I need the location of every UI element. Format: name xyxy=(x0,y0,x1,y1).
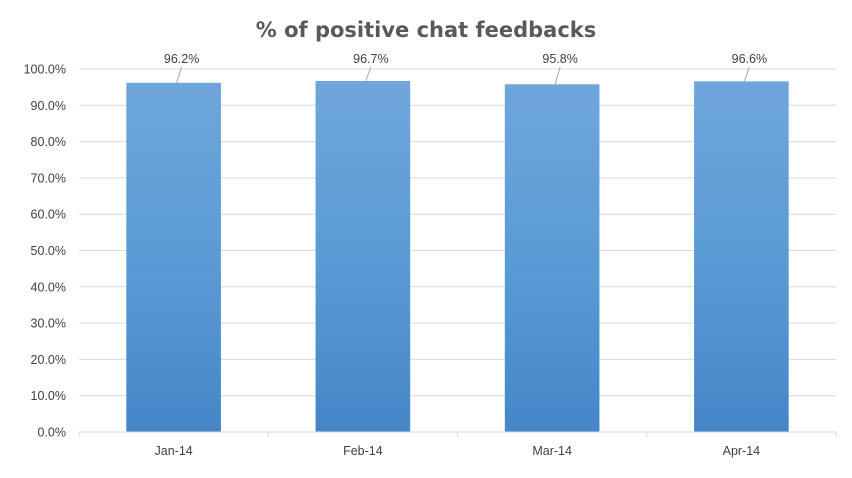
data-label-leader xyxy=(554,66,561,85)
y-tick-label: 60.0% xyxy=(31,208,66,222)
bars xyxy=(126,80,789,432)
data-label-leader xyxy=(365,66,372,82)
y-tick-label: 40.0% xyxy=(31,280,66,294)
data-label: 96.2% xyxy=(164,52,199,66)
data-label: 95.8% xyxy=(542,52,577,66)
x-tick-label: Mar-14 xyxy=(532,444,572,458)
y-tick-label: 10.0% xyxy=(31,389,66,403)
y-tick-label: 20.0% xyxy=(31,353,66,367)
bar xyxy=(126,82,221,432)
y-tick-label: 0.0% xyxy=(38,426,67,440)
y-axis-tick-labels: 0.0% 10.0% 20.0% 30.0% 40.0% 50.0% 60.0% 70.0% 8… xyxy=(24,63,66,440)
bar xyxy=(315,80,411,432)
y-tick-label: 50.0% xyxy=(31,244,66,258)
y-tick-label: 80.0% xyxy=(31,135,66,149)
x-tick-label: Apr-14 xyxy=(723,444,761,458)
bar xyxy=(504,84,600,432)
y-tick-label: 90.0% xyxy=(31,99,66,113)
y-tick-label: 100.0% xyxy=(24,63,66,77)
x-tick-label: Feb-14 xyxy=(343,444,383,458)
data-label-leader xyxy=(743,66,750,82)
y-tick-label: 70.0% xyxy=(31,171,66,185)
data-labels: 96.2% 96.7% 95.8% 96.6% xyxy=(164,52,767,85)
bar xyxy=(694,81,789,432)
x-axis-tick-labels: Jan-14 Feb-14 Mar-14 Apr-14 xyxy=(155,444,761,458)
x-axis xyxy=(78,431,837,437)
y-tick-label: 30.0% xyxy=(31,317,66,331)
data-label: 96.7% xyxy=(353,52,388,66)
x-tick-label: Jan-14 xyxy=(155,444,193,458)
data-label: 96.6% xyxy=(732,52,767,66)
chart-title: % of positive chat feedbacks xyxy=(255,18,597,42)
data-label-leader xyxy=(176,66,183,83)
